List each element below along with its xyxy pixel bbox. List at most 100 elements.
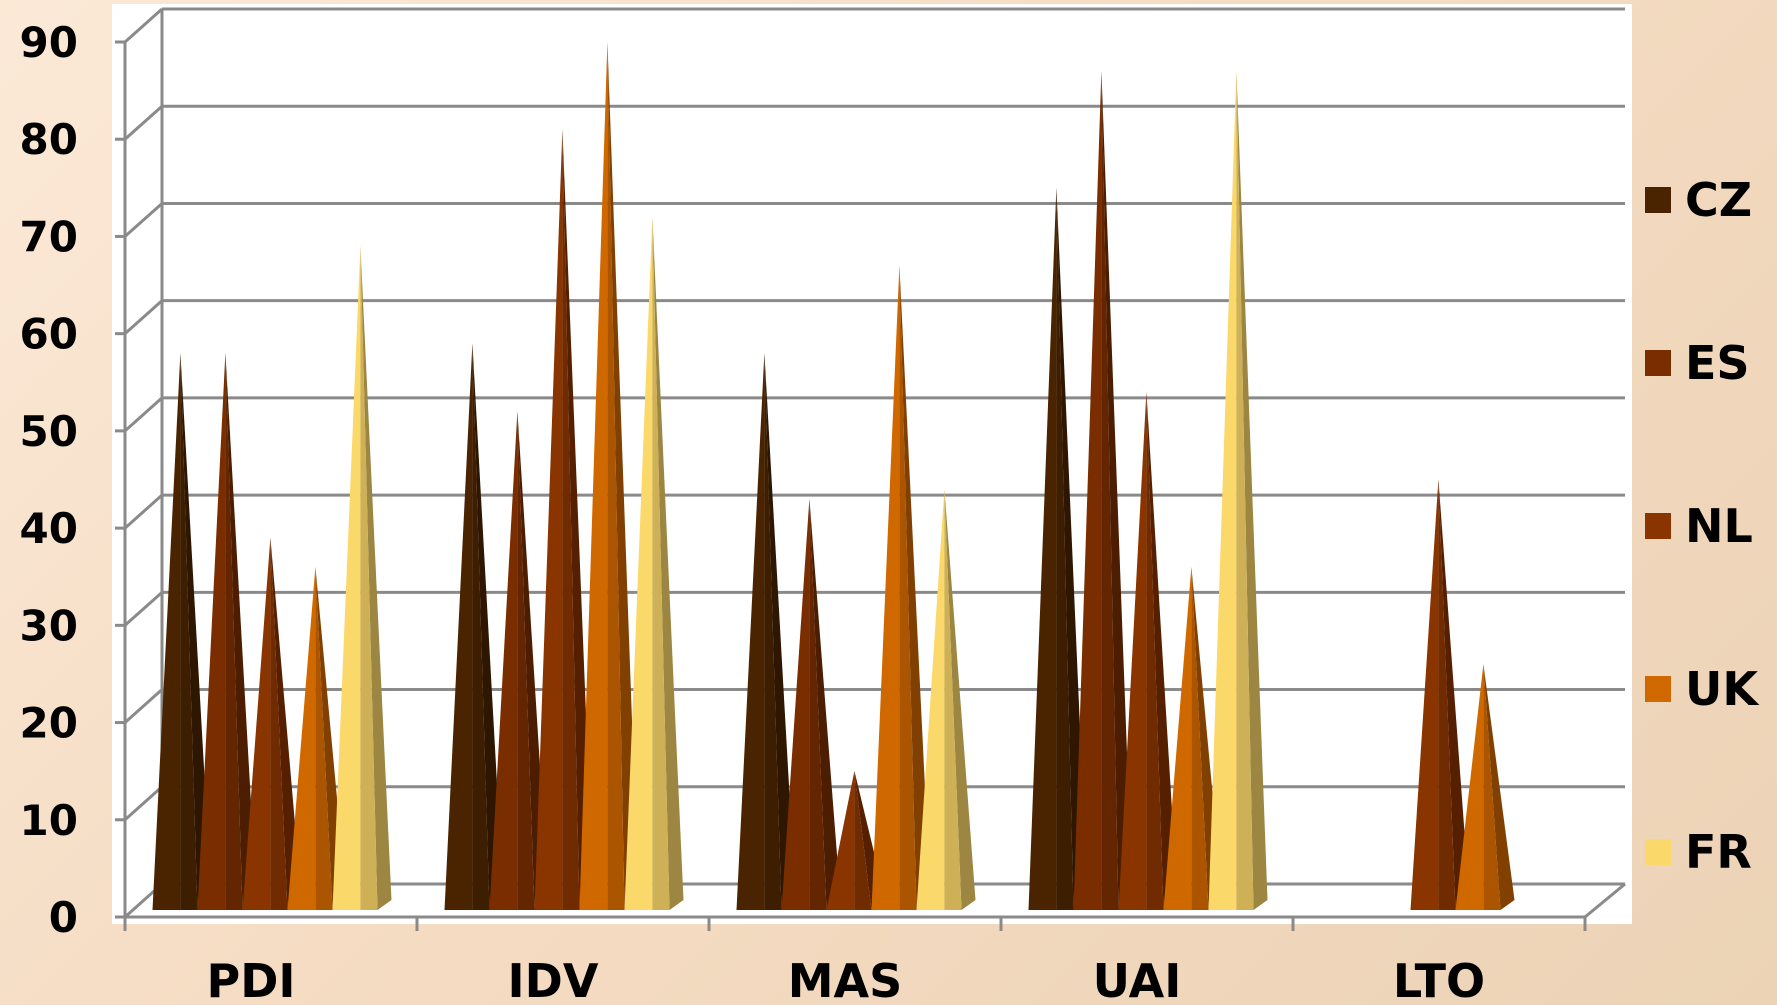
cone-NL-UAI-right	[1146, 391, 1164, 910]
y-tick-labels: 0 10 20 30 40 50 60 70 80 90	[20, 18, 78, 942]
legend-label-ES: ES	[1685, 336, 1750, 390]
gridline-side	[124, 202, 163, 238]
gridline-side	[124, 688, 163, 724]
cone-CZ-UAI-right	[1056, 187, 1074, 911]
x-tick-labels: PDI IDV MAS UAI LTO	[206, 954, 1485, 1005]
axes	[115, 9, 1626, 931]
cone-NL-MAS-right	[854, 770, 872, 910]
y-tick-label: 10	[20, 796, 78, 845]
legend-swatch-FR	[1645, 839, 1671, 865]
gridline-side	[124, 591, 163, 627]
cone-ES-PDI	[197, 352, 226, 910]
cone-UK-LTO-right	[1483, 663, 1501, 910]
gridline-side	[124, 7, 163, 44]
cone-UK-LTO	[1455, 663, 1484, 910]
legend-label-CZ: CZ	[1685, 173, 1752, 227]
x-tick-label: LTO	[1393, 954, 1485, 1005]
cone-UK-MAS-right	[899, 265, 917, 910]
cone-NL-UAI-side	[1146, 391, 1178, 910]
y-tick-label: 20	[20, 699, 78, 748]
cone-FR-UAI	[1208, 70, 1237, 910]
cone-NL-LTO-side	[1438, 479, 1470, 910]
gridline-side	[124, 396, 163, 433]
cone-ES-UAI-right	[1101, 70, 1119, 910]
y-tick-label: 0	[49, 893, 78, 942]
gridline-side	[124, 299, 163, 335]
cone-NL-IDV-right	[562, 129, 580, 910]
data-cones	[152, 41, 1515, 911]
cone-FR-IDV	[624, 216, 653, 910]
cone-FR-PDI	[332, 245, 361, 910]
legend-swatch-UK	[1645, 676, 1671, 702]
cone-NL-LTO-right	[1438, 479, 1456, 910]
cone-FR-MAS-side	[944, 488, 976, 910]
cone-UK-MAS-side	[899, 265, 931, 910]
cone-NL-LTO	[1410, 479, 1439, 910]
cone-CZ-MAS-right	[764, 352, 782, 910]
cone-NL-PDI	[242, 537, 271, 910]
y-tick-label: 90	[20, 18, 78, 67]
cone-ES-MAS-side	[809, 498, 841, 910]
legend: CZ ES NL UK FR	[1645, 173, 1760, 879]
cone-UK-LTO-side	[1483, 663, 1515, 910]
y-tick-label: 80	[20, 115, 78, 164]
cone-NL-PDI-side	[270, 537, 302, 910]
cone-UK-IDV-side	[607, 41, 639, 910]
cone-UK-PDI	[287, 566, 316, 910]
legend-swatch-NL	[1645, 513, 1671, 539]
cone-CZ-UAI	[1028, 187, 1057, 911]
cone-ES-MAS-right	[809, 498, 827, 910]
cone-ES-PDI-right	[225, 352, 243, 910]
cone-ES-UAI	[1073, 70, 1102, 910]
cone-FR-PDI-side	[360, 245, 392, 910]
legend-label-NL: NL	[1685, 499, 1753, 553]
cone-FR-UAI-side	[1236, 70, 1268, 910]
cone-NL-MAS	[826, 770, 855, 910]
cone-CZ-IDV-right	[472, 343, 490, 911]
cone-CZ-IDV-side	[472, 343, 504, 911]
y-tick-label: 70	[20, 212, 78, 261]
gridline-side	[124, 785, 163, 821]
legend-swatch-CZ	[1645, 187, 1671, 213]
cone-CZ-PDI-side	[180, 352, 212, 910]
cone-ES-IDV	[489, 411, 518, 910]
cone-CZ-PDI	[152, 352, 181, 910]
x-tick-label: UAI	[1093, 954, 1182, 1005]
legend-label-FR: FR	[1685, 825, 1752, 879]
cone-FR-UAI-right	[1236, 70, 1254, 910]
cone-FR-PDI-right	[360, 245, 378, 910]
y-tick-label: 30	[20, 601, 78, 650]
cone-ES-UAI-side	[1101, 70, 1133, 910]
cone-ES-IDV-right	[517, 411, 535, 910]
cone-CZ-IDV	[444, 343, 473, 911]
cone-NL-IDV-side	[562, 129, 594, 910]
cone-FR-IDV-right	[652, 216, 670, 910]
legend-swatch-ES	[1645, 350, 1671, 376]
cone-ES-MAS	[781, 498, 810, 910]
cone-ES-PDI-side	[225, 352, 257, 910]
x-tick-label: IDV	[508, 954, 599, 1005]
x-tick-label: MAS	[788, 954, 903, 1005]
cone-CZ-MAS	[736, 352, 765, 910]
cone-FR-IDV-side	[652, 216, 684, 910]
cone-UK-MAS	[871, 265, 900, 910]
cone-NL-UAI	[1118, 391, 1147, 910]
cone-UK-IDV	[579, 41, 608, 910]
cone-UK-PDI-right	[315, 566, 333, 910]
cone-CZ-MAS-side	[764, 352, 796, 910]
cone-NL-PDI-right	[270, 537, 288, 910]
cone-UK-UAI	[1163, 566, 1192, 910]
x-tick-label: PDI	[206, 954, 295, 1005]
cone-FR-MAS	[916, 488, 945, 910]
y-tick-label: 60	[20, 310, 78, 359]
cone-FR-MAS-right	[944, 488, 962, 910]
y-tick-label: 50	[20, 407, 78, 456]
cone-NL-IDV	[534, 129, 563, 910]
gridline-side	[124, 105, 163, 141]
y-tick-label: 40	[20, 504, 78, 553]
legend-label-UK: UK	[1685, 662, 1760, 716]
gridline-side	[124, 493, 163, 530]
cone-UK-IDV-right	[607, 41, 625, 910]
cone-UK-UAI-right	[1191, 566, 1209, 910]
